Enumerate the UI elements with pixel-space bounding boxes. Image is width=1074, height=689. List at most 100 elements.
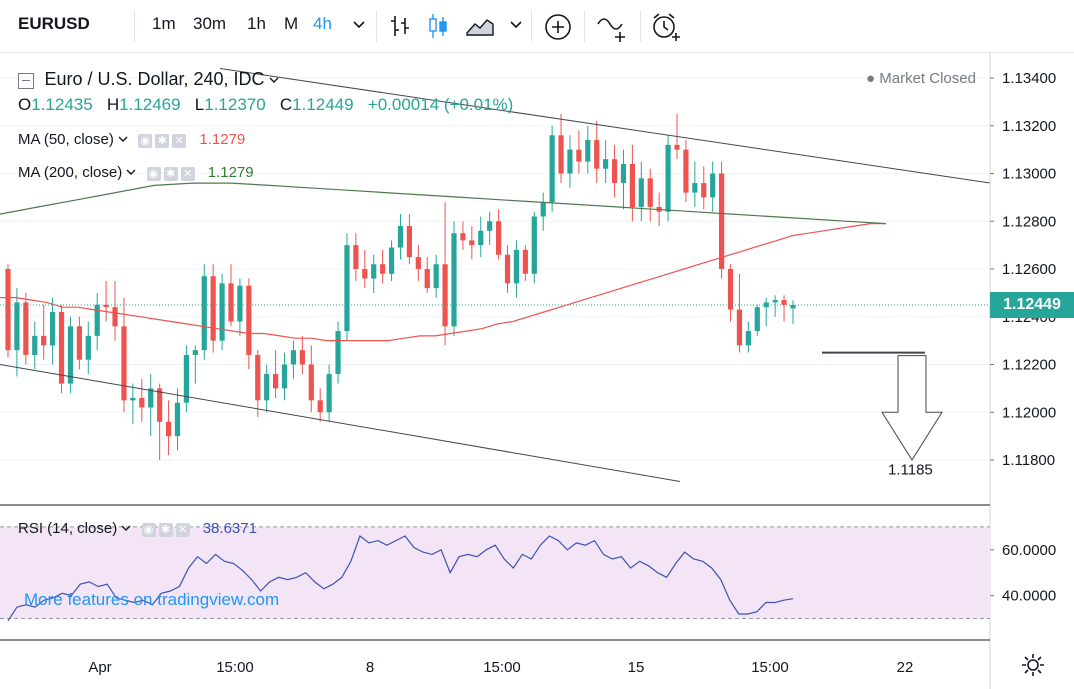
price-chart[interactable]: 1.1185 1.13400 1.13200 1.13000 1.12800 1.126… xyxy=(0,53,1074,689)
candle xyxy=(763,297,769,327)
eye-icon[interactable]: ◉ xyxy=(146,166,161,181)
candle-body xyxy=(94,304,100,336)
candle-body xyxy=(567,149,573,174)
rsi-legend[interactable]: RSI (14, close) ◉ ✱ ✕ 38.6371 xyxy=(18,520,257,538)
candle-body xyxy=(183,354,189,403)
bar-chart-icon[interactable] xyxy=(388,13,412,39)
candle-body xyxy=(85,335,91,360)
candle xyxy=(14,288,20,377)
candle-body xyxy=(112,307,118,327)
candle-body xyxy=(201,276,207,351)
candle xyxy=(496,209,502,260)
eye-icon[interactable]: ◉ xyxy=(138,133,153,148)
close-label: C xyxy=(279,95,293,114)
interval-4h-button[interactable]: 4h xyxy=(313,14,332,33)
promo-link[interactable]: More features on tradingview.com xyxy=(24,590,280,609)
interval-1h-button[interactable]: 1h xyxy=(247,14,266,33)
candle-body xyxy=(460,233,466,241)
interval-30m-button[interactable]: 30m xyxy=(193,14,227,33)
candle-body xyxy=(255,354,261,401)
candle xyxy=(620,149,627,210)
candle-body xyxy=(504,254,511,284)
ma50-line xyxy=(0,223,886,342)
time-tick-label: 15 xyxy=(628,659,645,676)
candle-body xyxy=(281,364,288,389)
candle-body xyxy=(727,269,734,310)
candle xyxy=(174,388,181,451)
candle xyxy=(701,166,707,210)
close-icon[interactable]: ✕ xyxy=(180,166,195,181)
candle-body xyxy=(754,307,760,332)
settings-gear-icon[interactable] xyxy=(1020,652,1046,678)
gear-icon[interactable]: ✱ xyxy=(163,166,178,181)
market-status: ● Market Closed xyxy=(866,70,976,87)
candle-body xyxy=(442,264,448,327)
candles-icon[interactable] xyxy=(426,12,450,40)
rsi-value: 38.6371 xyxy=(202,520,257,537)
candle xyxy=(683,140,689,203)
candle-body xyxy=(719,173,725,269)
candle-body xyxy=(736,309,743,346)
chevron-down-icon[interactable] xyxy=(509,18,523,32)
upper-trendline xyxy=(219,67,991,184)
candle xyxy=(540,192,546,231)
rsi-label: RSI (14, close) xyxy=(18,520,118,537)
candle-body xyxy=(121,326,127,401)
open-value: 1.12435 xyxy=(31,95,93,114)
ma50-controls[interactable]: ◉ ✱ ✕ xyxy=(138,132,189,149)
candle xyxy=(335,321,341,384)
candle-body xyxy=(67,326,74,384)
candle xyxy=(32,321,38,370)
candle-body xyxy=(701,183,707,198)
candle-body xyxy=(317,400,323,413)
candle xyxy=(192,345,198,384)
eye-icon[interactable]: ◉ xyxy=(141,522,156,537)
candle xyxy=(522,245,528,281)
candle xyxy=(647,168,653,222)
close-value: 1.12449 xyxy=(292,95,354,114)
interval-month-button[interactable]: M xyxy=(284,14,299,33)
candle xyxy=(157,383,163,460)
chevron-down-icon[interactable] xyxy=(118,134,128,144)
candle-body xyxy=(344,245,350,332)
gear-icon[interactable]: ✱ xyxy=(158,522,173,537)
ma50-legend[interactable]: MA (50, close) ◉ ✱ ✕ 1.1279 xyxy=(18,131,245,149)
rsi-line xyxy=(7,535,794,622)
candle-body xyxy=(603,159,609,169)
collapse-icon[interactable] xyxy=(18,72,34,89)
price-tick-label: 1.12800 xyxy=(1002,213,1056,230)
candle xyxy=(67,316,74,394)
candle xyxy=(237,278,243,336)
candle xyxy=(210,264,216,353)
candle-body xyxy=(781,300,787,305)
candle-body xyxy=(496,221,502,255)
add-indicator-icon[interactable] xyxy=(543,12,573,42)
candle xyxy=(424,257,430,293)
candle xyxy=(558,113,564,184)
ma200-legend[interactable]: MA (200, close) ◉ ✱ ✕ 1.1279 xyxy=(18,164,254,182)
symbol-search-button[interactable]: EURUSD xyxy=(18,14,90,33)
area-chart-icon[interactable] xyxy=(464,13,496,39)
chevron-down-icon[interactable] xyxy=(126,167,136,177)
candle xyxy=(23,292,29,365)
chevron-down-icon[interactable] xyxy=(121,523,131,533)
chevron-down-icon[interactable] xyxy=(269,75,279,85)
candle xyxy=(255,350,261,418)
toolbar: EURUSD 1m 30m 1h M 4h xyxy=(0,0,1074,53)
candle xyxy=(585,125,591,174)
alert-icon[interactable] xyxy=(650,11,684,43)
ma200-line xyxy=(0,182,887,225)
ma200-controls[interactable]: ◉ ✱ ✕ xyxy=(146,165,198,182)
close-icon[interactable]: ✕ xyxy=(175,522,190,537)
candle xyxy=(487,211,493,246)
gear-icon[interactable]: ✱ xyxy=(155,133,170,148)
grid xyxy=(0,77,990,461)
chevron-down-icon[interactable] xyxy=(352,18,366,32)
close-icon[interactable]: ✕ xyxy=(172,133,187,148)
rsi-controls[interactable]: ◉ ✱ ✕ xyxy=(141,521,193,538)
interval-1m-button[interactable]: 1m xyxy=(152,14,176,33)
candle-body xyxy=(433,264,439,289)
compare-icon[interactable] xyxy=(596,12,630,44)
candle xyxy=(290,340,297,379)
candle-body xyxy=(629,163,635,207)
